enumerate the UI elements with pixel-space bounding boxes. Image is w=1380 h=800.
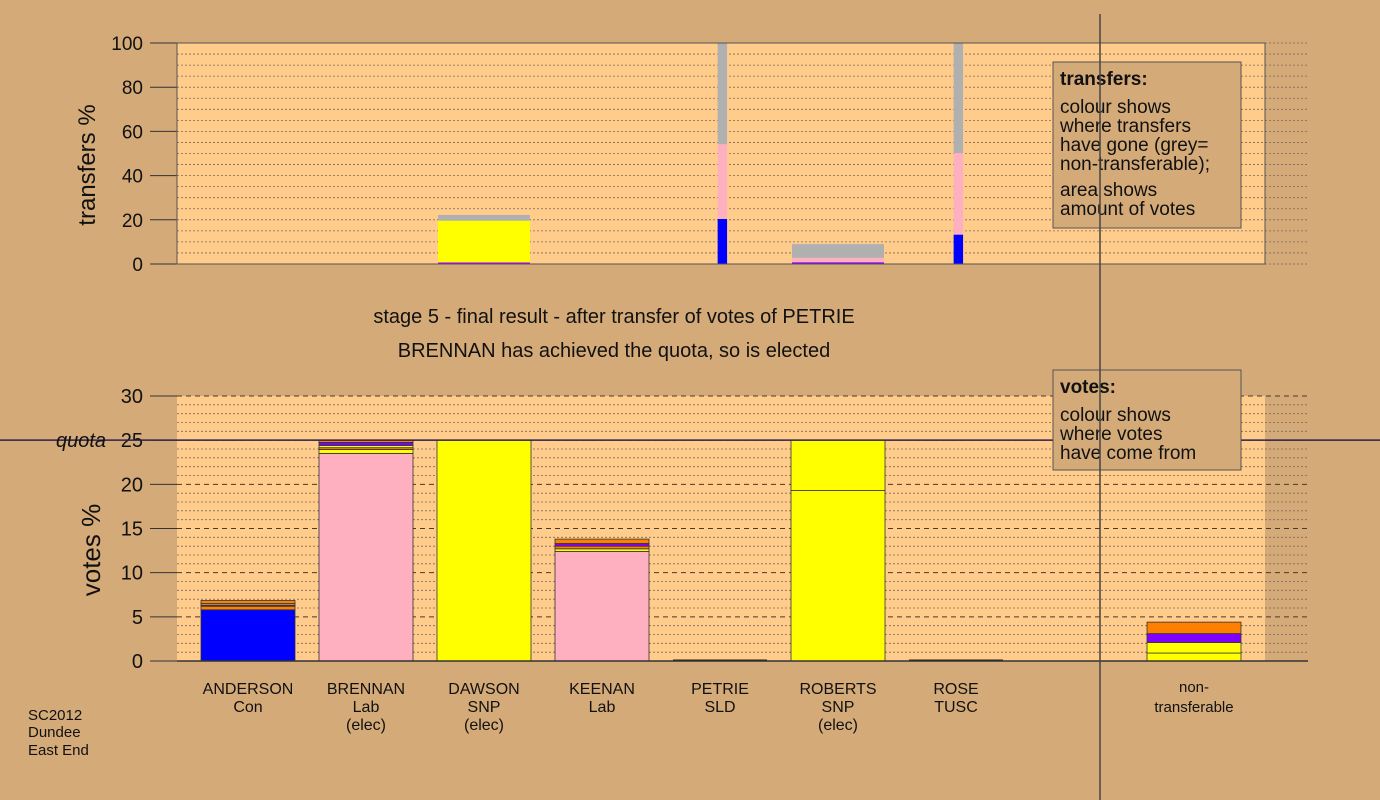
votes-category-label: KEENAN: [569, 681, 635, 698]
votes-bars: [200, 439, 1242, 662]
transfers-legend: transfers: colour shows where transfers …: [1052, 61, 1242, 229]
transfers-y-ticks: 0 20 40 60 80 100: [111, 34, 177, 276]
votes-bar-segment: [1146, 633, 1242, 643]
votes-bar-segment: [1146, 642, 1242, 654]
votes-category-label: Lab: [589, 699, 616, 716]
result-description: BRENNAN has achieved the quota, so is el…: [398, 340, 830, 362]
votes-category-label: (elec): [818, 717, 858, 734]
transfers-legend-line: amount of votes: [1060, 199, 1195, 220]
votes-bar-segment: [790, 439, 886, 491]
votes-category-label: BRENNAN: [327, 681, 405, 698]
transfers-bar-segment: [438, 214, 530, 221]
votes-category-label: transferable: [1154, 699, 1233, 716]
footer-line: East End: [28, 742, 89, 759]
votes-legend: votes: colour shows where votes have com…: [1052, 369, 1242, 471]
transfers-bar-segment: [438, 262, 530, 264]
votes-category-label: PETRIE: [691, 681, 749, 698]
transfers-panel: 0 20 40 60 80 100 transfers % transfers: colo…: [74, 34, 1308, 276]
votes-category-label: DAWSON: [448, 681, 519, 698]
votes-y-axis-label: votes %: [76, 504, 106, 597]
transfers-bar-segment: [717, 144, 728, 219]
transfers-bar-segment: [438, 220, 530, 263]
transfers-bar-segment: [953, 234, 964, 264]
votes-category-label: (elec): [346, 717, 386, 734]
votes-category-label: (elec): [464, 717, 504, 734]
transfers-y-tick-label: 20: [122, 211, 143, 232]
votes-bar-segment: [436, 439, 532, 662]
votes-y-tick-label: 25: [121, 430, 143, 452]
transfers-legend-title: transfers:: [1060, 69, 1148, 90]
transfers-y-tick-label: 80: [122, 78, 143, 99]
transfers-bar-segment: [792, 262, 884, 264]
transfers-legend-line: non-transferable);: [1060, 154, 1210, 175]
footer-label: SC2012 Dundee East End: [28, 707, 89, 759]
votes-bar-segment: [318, 441, 414, 446]
votes-legend-box: [1052, 369, 1242, 471]
votes-bar-segment: [200, 609, 296, 662]
stage-description: stage 5 - final result - after transfer …: [373, 306, 854, 328]
votes-y-tick-label: 15: [121, 519, 143, 541]
footer-line: SC2012: [28, 707, 82, 724]
votes-y-tick-label: 30: [121, 386, 143, 408]
transfers-y-tick-label: 40: [122, 167, 143, 188]
transfers-bar-segment: [792, 244, 884, 258]
votes-legend-line: where votes: [1059, 424, 1162, 445]
votes-category-label: non-: [1179, 679, 1209, 696]
votes-legend-line: have come from: [1060, 443, 1196, 464]
votes-category-label: SNP: [822, 699, 855, 716]
transfers-bar-segment: [953, 153, 964, 235]
votes-bar-segment: [200, 605, 296, 611]
votes-category-label: Lab: [353, 699, 380, 716]
votes-category-label: SLD: [704, 699, 735, 716]
transfers-legend-line: where transfers: [1059, 116, 1191, 137]
transfers-legend-line: colour shows: [1060, 97, 1171, 118]
transfers-y-tick-label: 60: [122, 122, 143, 143]
votes-bar-segment: [554, 551, 650, 662]
votes-legend-title: votes:: [1060, 377, 1116, 398]
votes-category-label: ROBERTS: [799, 681, 876, 698]
transfers-bar-segment: [953, 43, 964, 154]
votes-y-ticks: 0 5 10 15 20 25 30: [121, 386, 177, 673]
votes-legend-line: colour shows: [1060, 405, 1171, 426]
votes-bar-segment: [318, 449, 414, 454]
transfers-bars: [438, 43, 964, 264]
transfers-legend-box: [1052, 61, 1242, 229]
transfers-bar-segment: [717, 43, 728, 145]
votes-bar-segment: [200, 600, 296, 604]
transfers-y-tick-label: 0: [132, 255, 143, 276]
transfers-plot-frame: [176, 42, 1266, 265]
votes-category-label: ANDERSON: [203, 681, 294, 698]
votes-category-label: ROSE: [933, 681, 978, 698]
votes-bar-segment: [318, 453, 414, 662]
votes-y-tick-label: 0: [132, 651, 143, 673]
votes-y-tick-label: 5: [132, 607, 143, 629]
transfers-y-axis-label: transfers %: [74, 104, 101, 225]
quota-label: quota: [56, 430, 106, 452]
votes-category-label: TUSC: [934, 699, 978, 716]
votes-bar-segment: [790, 490, 886, 662]
votes-bar-segment: [554, 538, 650, 544]
votes-y-tick-label: 20: [121, 474, 143, 496]
votes-bar-segment: [1146, 652, 1242, 662]
transfers-legend-line: area shows: [1060, 180, 1157, 201]
transfers-bar-segment: [792, 257, 884, 263]
votes-category-label: SNP: [468, 699, 501, 716]
votes-bar-segment: [1146, 621, 1242, 635]
transfers-y-tick-label: 100: [111, 34, 143, 55]
votes-category-labels: ANDERSONConBRENNANLab(elec)DAWSONSNP(ele…: [203, 679, 1234, 734]
transfers-legend-line: have gone (grey=: [1060, 135, 1208, 156]
footer-line: Dundee: [28, 724, 81, 741]
transfers-bar-segment: [717, 218, 728, 264]
votes-y-tick-label: 10: [121, 563, 143, 585]
votes-category-label: Con: [233, 699, 262, 716]
